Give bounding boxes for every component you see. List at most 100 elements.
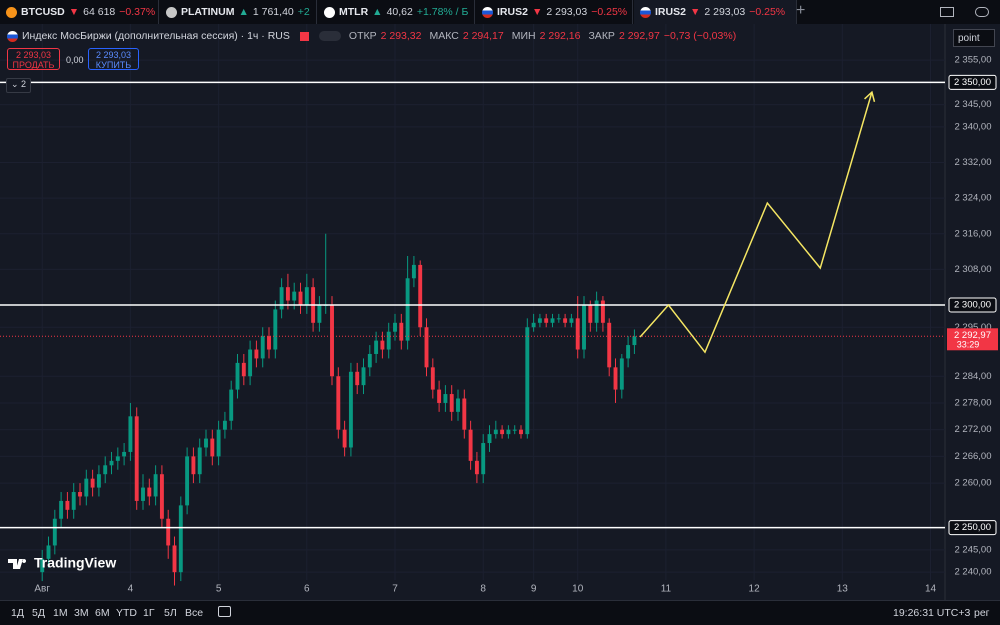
collapse-count: 2 — [21, 79, 27, 89]
sell-button[interactable]: 2 293,03 ПРОДАТЬ — [7, 48, 60, 70]
candle-body — [59, 500, 64, 519]
candle-body — [500, 429, 505, 435]
candle-body — [90, 478, 95, 488]
candle-body — [468, 429, 473, 461]
candle-body — [235, 362, 240, 390]
candle-body — [65, 500, 70, 510]
tab-change: +1.78% / Б — [416, 6, 469, 18]
candle-body — [563, 318, 568, 323]
y-tick-label: 2 332,00 — [955, 157, 992, 168]
candle-body — [317, 304, 322, 323]
period-button[interactable]: 1Г — [143, 607, 155, 619]
candle-body — [166, 518, 171, 546]
candle-body — [550, 318, 555, 323]
change-value: −0,73 (−0,03%) — [663, 30, 737, 42]
candle-body — [569, 318, 574, 323]
period-button[interactable]: YTD — [116, 607, 137, 619]
add-tab-button[interactable]: + — [796, 2, 806, 19]
tab[interactable]: PLATINUM ▲ 1 761,40 +2 — [160, 0, 317, 24]
date-range-button[interactable] — [218, 606, 231, 617]
level-label-box — [948, 74, 997, 90]
candle-body — [279, 287, 284, 310]
candle-body — [185, 456, 190, 506]
candle-body — [437, 389, 442, 403]
candle-body — [122, 451, 127, 457]
candle-body — [134, 416, 139, 501]
tab-price: 64 618 — [83, 6, 116, 18]
layout-button[interactable] — [940, 7, 954, 17]
candle-body — [197, 447, 202, 475]
tab-symbol: MTLR — [339, 6, 369, 18]
tab-symbol: IRUS2 — [497, 6, 528, 18]
period-button[interactable]: 5Л — [164, 607, 177, 619]
tab-symbol: IRUS2 — [655, 6, 686, 18]
candle-body — [632, 336, 637, 346]
search-input[interactable]: point — [953, 29, 995, 47]
tab-arrow: ▼ — [531, 6, 543, 18]
candle-body — [71, 492, 76, 510]
candle-body — [191, 456, 196, 475]
tab[interactable]: IRUS2 ▼ 2 293,03 −0.25% — [476, 0, 633, 24]
period-button[interactable]: 3М — [74, 607, 89, 619]
tab[interactable]: BTCUSD ▼ 64 618 −0.37% — [0, 0, 159, 24]
tab-active[interactable]: IRUS2 ▼ 2 293,03 −0.25% — [634, 0, 797, 24]
tab-bar: BTCUSD ▼ 64 618 −0.37% PLATINUM ▲ 1 761,40 +2 … — [0, 0, 1000, 24]
candle-body — [84, 478, 89, 497]
tab[interactable]: MTLR ▲ 40,62 +1.78% / Б — [318, 0, 475, 24]
y-tick-label: 2 340,00 — [955, 121, 992, 132]
period-button[interactable]: Все — [185, 607, 204, 619]
legend: Индекс МосБиржи (дополнительная сессия) … — [22, 30, 736, 42]
logo-icon — [8, 559, 27, 569]
x-tick-label: 12 — [749, 584, 761, 595]
projection-arrowhead — [864, 90, 876, 102]
status-icon — [299, 31, 309, 41]
candle-body — [216, 429, 221, 457]
candle-body — [52, 518, 57, 546]
candle-body — [531, 322, 536, 328]
session[interactable]: рег — [974, 607, 990, 619]
ohlc-value: 2 292,16 — [539, 30, 581, 42]
x-tick-label: 8 — [480, 584, 486, 595]
clock: 19:26:31 UTC+3 — [893, 607, 971, 619]
menu-button[interactable] — [975, 7, 989, 17]
candle-body — [260, 336, 265, 359]
x-tick-label: 13 — [837, 584, 849, 595]
y-tick-label: 2 245,00 — [955, 544, 992, 555]
candle-body — [600, 300, 605, 323]
candle-body — [96, 474, 101, 488]
indicator-collapse[interactable]: ⌄ 2 — [6, 78, 32, 93]
y-tick-label: 2 324,00 — [955, 193, 992, 204]
y-tick-label: 2 284,00 — [955, 371, 992, 382]
period-button[interactable]: 5Д — [32, 607, 45, 619]
candle-body — [393, 322, 397, 332]
candle-body — [411, 264, 416, 279]
candle-body — [619, 358, 624, 390]
candle-body — [380, 340, 385, 350]
candle-body — [40, 558, 45, 573]
period-button[interactable]: 1М — [53, 607, 68, 619]
last-price-box — [947, 328, 998, 351]
candle-body — [147, 487, 152, 497]
y-tick-label: 2 272,00 — [955, 424, 992, 435]
candle-body — [342, 429, 347, 448]
period-button[interactable]: 6М — [95, 607, 110, 619]
candle-body — [128, 416, 133, 452]
buy-button[interactable]: 2 293,03 КУПИТЬ — [88, 48, 139, 70]
candle-body — [481, 443, 486, 475]
x-tick-label: 5 — [216, 584, 222, 595]
grid — [0, 24, 945, 580]
sell-label: ПРОДАТЬ — [12, 60, 55, 70]
flag-icon — [7, 31, 18, 42]
period-button[interactable]: 1Д — [11, 607, 24, 619]
candle-body — [626, 345, 631, 359]
tab-symbol: BTCUSD — [21, 6, 65, 18]
y-tick-label: 2 240,00 — [955, 567, 992, 578]
ohlc-label: ОТКР — [348, 30, 377, 42]
candle-body — [141, 487, 145, 501]
candle-body — [336, 376, 341, 430]
candle-body — [525, 327, 530, 435]
candle-body — [556, 318, 561, 320]
level-label: 2 250,00 — [954, 522, 991, 533]
candle-body — [153, 474, 158, 497]
candle-body — [304, 287, 309, 305]
